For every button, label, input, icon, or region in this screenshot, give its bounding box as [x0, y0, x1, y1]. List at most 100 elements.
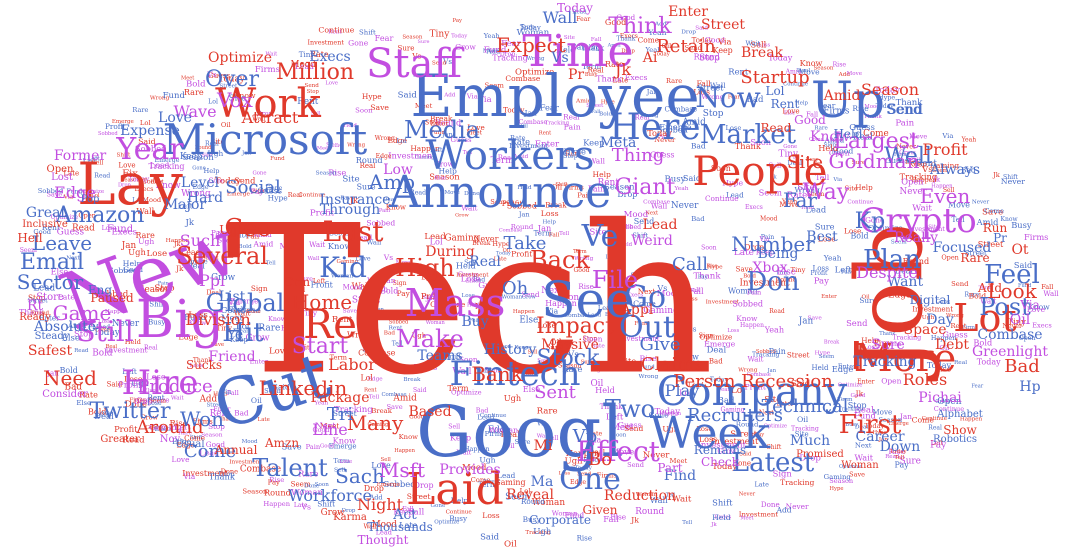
- filler-word: Happen: [513, 309, 535, 315]
- word-remains: Remains: [693, 443, 747, 457]
- filler-word: Open: [941, 254, 959, 262]
- filler-word: Guess: [145, 425, 163, 431]
- filler-word: Woman: [502, 295, 523, 301]
- filler-word: Rent: [916, 159, 938, 169]
- filler-word: Bad: [691, 142, 706, 151]
- filler-word: Keep: [393, 508, 413, 517]
- filler-word: Enter: [250, 357, 269, 365]
- filler-word: Busy: [523, 515, 542, 524]
- filler-word: Guess: [650, 151, 675, 160]
- filler-word: Said: [107, 380, 123, 388]
- filler-word: Lose: [146, 372, 166, 382]
- filler-word: Tiny: [776, 271, 790, 277]
- filler-word: Hype: [815, 350, 831, 356]
- filler-word: Seem: [759, 187, 783, 197]
- filler-word: Today: [575, 465, 593, 471]
- filler-word: Held: [595, 385, 615, 395]
- filler-word: Yeah: [647, 28, 666, 37]
- filler-word: Real: [854, 406, 874, 416]
- filler-word: Street: [202, 256, 219, 262]
- filler-word: Pay: [397, 289, 411, 298]
- filler-word: Grow: [211, 273, 236, 283]
- filler-word: Hype: [601, 99, 615, 105]
- filler-word: Wall: [452, 367, 471, 377]
- filler-word: Sobbed: [732, 299, 763, 309]
- filler-word: Sure: [815, 221, 835, 231]
- filler-word: Add: [199, 395, 218, 405]
- filler-word: Rise: [169, 418, 187, 428]
- filler-word: Season: [138, 285, 171, 295]
- word-read: Read: [760, 121, 792, 135]
- filler-word: Sign: [251, 284, 268, 293]
- filler-word: Soon: [264, 387, 281, 395]
- filler-word: Woman: [426, 320, 446, 326]
- word-talent: Talent: [252, 454, 328, 482]
- word-greater: Greater: [100, 434, 140, 445]
- filler-word: Today: [93, 328, 120, 338]
- filler-word: Help: [795, 101, 808, 107]
- word-teams: Teams: [417, 348, 463, 364]
- filler-word: Jan: [523, 109, 536, 118]
- filler-word: Fear: [469, 318, 481, 324]
- filler-word: Combase: [358, 348, 396, 357]
- filler-word: Real: [106, 344, 118, 350]
- word-number: Number: [731, 232, 815, 256]
- filler-word: Happen: [166, 238, 190, 244]
- word-home: Home: [291, 290, 353, 314]
- filler-word: Site: [229, 93, 246, 103]
- filler-word: Late: [613, 77, 629, 85]
- filler-word: Season: [814, 65, 834, 71]
- word-re: Re: [303, 302, 357, 348]
- word-down: Down: [879, 439, 921, 455]
- filler-word: Via: [545, 307, 559, 316]
- word-pr: Pr: [993, 231, 1007, 245]
- filler-word: Combase: [221, 306, 261, 316]
- filler-word: Woman: [489, 425, 518, 434]
- filler-word: Real: [144, 345, 158, 352]
- word-fintech: Fintech: [449, 354, 581, 394]
- filler-word: Else: [523, 384, 541, 394]
- filler-word: Lose: [818, 234, 836, 243]
- word-sure: Sure: [871, 337, 905, 353]
- word-oil: Oil: [1009, 312, 1031, 328]
- filler-word: Drop: [342, 508, 356, 514]
- word-woman: Woman: [841, 460, 879, 471]
- filler-word: Firms: [597, 471, 618, 479]
- word-level: Level: [180, 175, 220, 191]
- filler-word: Done: [523, 370, 539, 377]
- filler-word: Next: [759, 409, 774, 416]
- filler-word: Real: [563, 113, 580, 122]
- word-rare: Rare: [960, 251, 990, 265]
- filler-word: Sign: [393, 280, 407, 287]
- filler-word: Jk: [855, 389, 864, 398]
- word-corporate: Corporate: [529, 513, 591, 527]
- word-produce: Produce: [137, 376, 213, 397]
- word-work: Work: [215, 81, 321, 127]
- filler-word: Jk: [630, 516, 639, 525]
- filler-word: Lead: [181, 248, 201, 257]
- filler-word: Know: [676, 352, 699, 361]
- filler-word: Sobbed: [98, 131, 118, 137]
- filler-word: Shift: [767, 444, 782, 451]
- filler-word: Jan: [767, 368, 777, 374]
- word-hp: Hp: [1019, 379, 1041, 395]
- filler-word: Fall: [591, 37, 602, 43]
- filler-word: Investment: [106, 346, 148, 355]
- filler-word: Investment: [706, 299, 740, 305]
- word-optimize: Optimize: [208, 50, 272, 66]
- filler-word: Mood: [624, 210, 649, 220]
- filler-word: Site: [564, 35, 575, 41]
- filler-word: Drop: [617, 190, 637, 199]
- filler-word: Rise: [578, 282, 593, 291]
- filler-word: Rent: [364, 387, 378, 393]
- filler-word: Know: [155, 181, 181, 191]
- filler-word: Good: [409, 414, 424, 420]
- word-give: Give: [639, 334, 681, 355]
- filler-word: Break: [824, 340, 840, 346]
- filler-word: Move: [279, 242, 301, 251]
- filler-word: Today: [977, 358, 1001, 367]
- word-lay: Lay: [77, 150, 183, 218]
- word-meta: Meta: [599, 135, 637, 151]
- filler-word: Wrong: [738, 367, 758, 373]
- filler-word: Season: [492, 344, 512, 350]
